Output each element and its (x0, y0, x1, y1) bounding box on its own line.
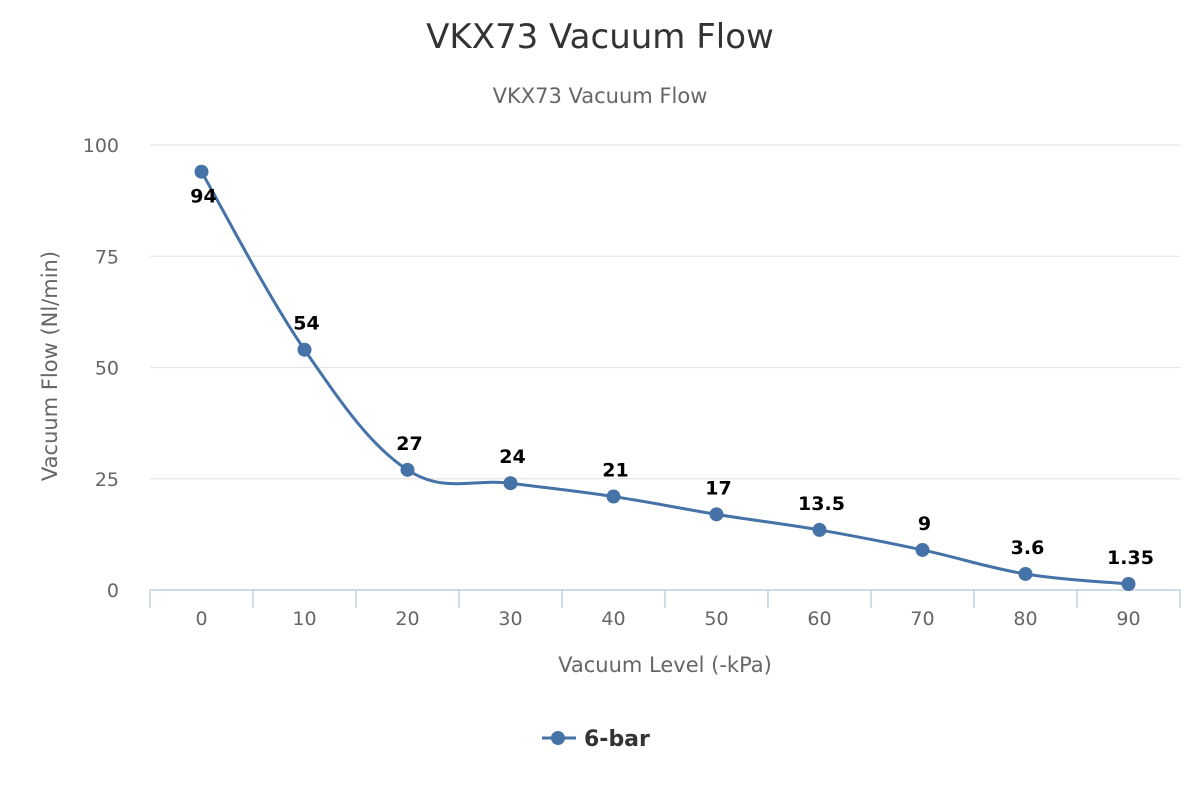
chart-subtitle: VKX73 Vacuum Flow (493, 84, 708, 108)
data-label: 24 (499, 446, 525, 468)
data-label: 94 (190, 186, 216, 208)
x-axis-label: Vacuum Level (-kPa) (558, 653, 772, 677)
data-label: 9 (918, 513, 931, 535)
y-tick-label: 100 (83, 135, 119, 157)
data-point[interactable] (297, 342, 312, 357)
x-tick-label: 30 (498, 608, 522, 630)
y-tick-label: 25 (95, 469, 119, 491)
y-tick-label: 50 (95, 358, 119, 380)
y-tick-label: 75 (95, 246, 119, 268)
x-tick-label: 0 (195, 608, 207, 630)
x-tick-label: 70 (910, 608, 934, 630)
x-axis: 0 10 20 30 40 50 60 70 80 90 (149, 589, 1181, 630)
x-tick-label: 10 (292, 608, 316, 630)
data-point[interactable] (503, 476, 518, 491)
legend-label: 6-bar (584, 727, 650, 752)
data-point[interactable] (709, 507, 724, 522)
data-label: 54 (293, 313, 319, 335)
data-point[interactable] (1018, 566, 1033, 581)
data-point[interactable] (1121, 576, 1136, 591)
y-tick-label: 0 (107, 580, 119, 602)
y-axis-label: Vacuum Flow (Nl/min) (38, 251, 62, 481)
x-tick-label: 50 (704, 608, 728, 630)
data-point[interactable] (606, 489, 621, 504)
legend[interactable]: 6-bar (542, 727, 650, 752)
data-label: 13.5 (798, 493, 845, 515)
x-tick-label: 90 (1116, 608, 1140, 630)
chart-title: VKX73 Vacuum Flow (426, 17, 774, 57)
data-point[interactable] (915, 542, 930, 557)
data-point[interactable] (194, 164, 209, 179)
y-axis-ticks: 0 25 50 75 100 (83, 135, 119, 602)
data-label: 3.6 (1011, 537, 1045, 559)
x-tick-label: 40 (601, 608, 625, 630)
data-label: 1.35 (1107, 547, 1154, 569)
data-label: 21 (602, 460, 628, 482)
x-tick-label: 80 (1013, 608, 1037, 630)
data-labels: 94 54 27 24 21 17 13.5 9 3.6 1.35 (190, 186, 1154, 569)
data-point[interactable] (400, 462, 415, 477)
data-point[interactable] (812, 522, 827, 537)
legend-marker (551, 731, 565, 745)
data-label: 27 (396, 433, 422, 455)
data-label: 17 (705, 477, 731, 499)
grid (150, 144, 1180, 480)
series (194, 164, 1136, 591)
x-tick-label: 60 (807, 608, 831, 630)
series-line (200, 170, 1129, 586)
x-tick-label: 20 (395, 608, 419, 630)
